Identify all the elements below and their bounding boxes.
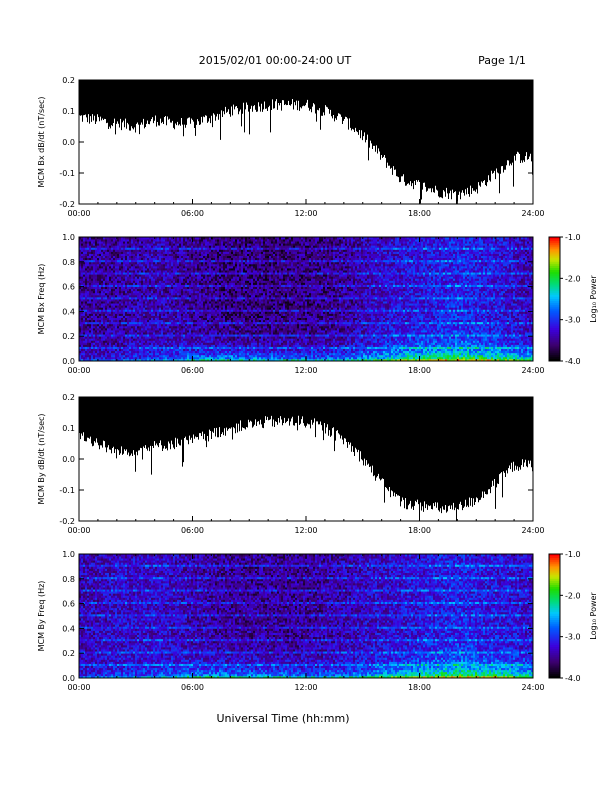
- y-tick-label: 0.1: [62, 107, 75, 116]
- page-indicator: Page 1/1: [478, 54, 526, 67]
- y-axis-label: MCM Bx dB/dt (nT/sec): [37, 96, 46, 187]
- time-axis-title: Universal Time (hh:mm): [217, 712, 350, 725]
- y-tick-label: -0.2: [59, 200, 75, 209]
- y-tick-label: 0.2: [62, 76, 75, 85]
- y-tick-label: 0.0: [62, 138, 75, 147]
- spectrogram-cells: [79, 237, 533, 361]
- x-tick-label: 24:00: [521, 209, 544, 218]
- panel-1: 00:00 06:00 12:00 18:00 24:00 -0.2 -0.1 0.0 0.1 0…: [37, 76, 545, 218]
- x-tick-label: 00:00: [67, 209, 90, 218]
- x-tick-label: 06:00: [181, 209, 204, 218]
- figure-title: 2015/02/01 00:00-24:00 UT: [199, 54, 352, 67]
- x-tick-label: 18:00: [408, 209, 431, 218]
- figure: 2015/02/01 00:00-24:00 UT Page 1/1 Unive…: [0, 0, 612, 792]
- dbdt-trace: [80, 80, 533, 204]
- x-tick-label: 12:00: [294, 209, 317, 218]
- y-tick-label: -0.1: [59, 169, 75, 178]
